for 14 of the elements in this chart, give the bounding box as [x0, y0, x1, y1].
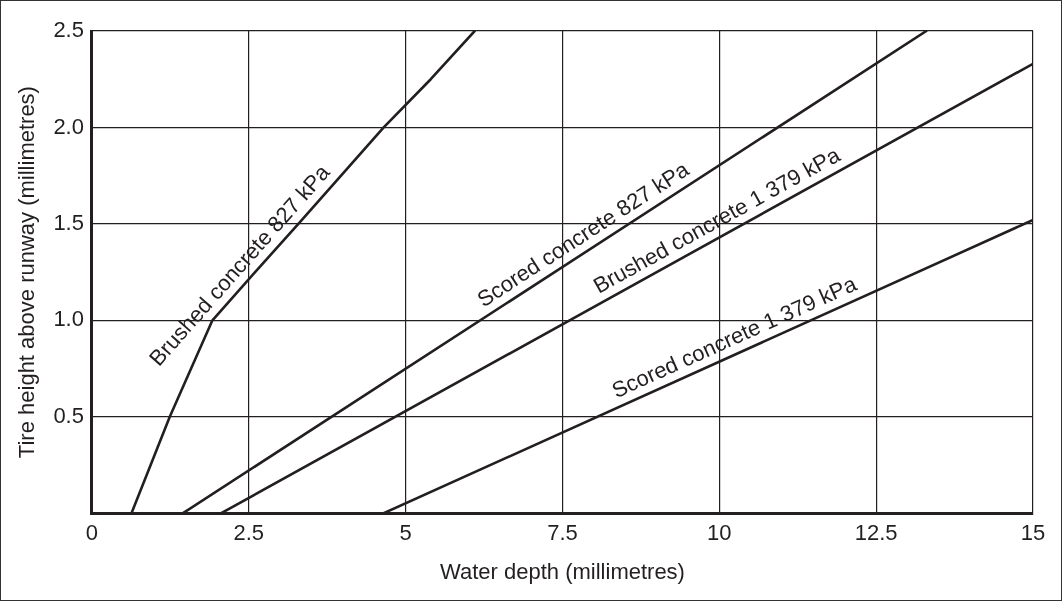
x-tick-label: 2.5	[233, 520, 265, 546]
x-tick-label: 5	[399, 520, 412, 546]
y-tick-label: 1.5	[53, 209, 84, 235]
x-axis-title: Water depth (millimetres)	[440, 558, 685, 584]
x-tick-label: 15	[1020, 520, 1046, 546]
x-tick-label: 7.5	[547, 520, 578, 546]
y-axis-title: Tire height above runway (millimetres)	[14, 86, 40, 459]
y-tick-label: 1.0	[53, 306, 84, 332]
y-tick-label: 2.0	[53, 113, 84, 139]
x-tick-label: 0	[85, 520, 99, 546]
y-tick-label: 0.5	[53, 402, 84, 428]
x-tick-label: 12.5	[854, 520, 898, 546]
y-tick-label: 2.5	[53, 17, 84, 43]
x-tick-label: 10	[707, 520, 732, 546]
